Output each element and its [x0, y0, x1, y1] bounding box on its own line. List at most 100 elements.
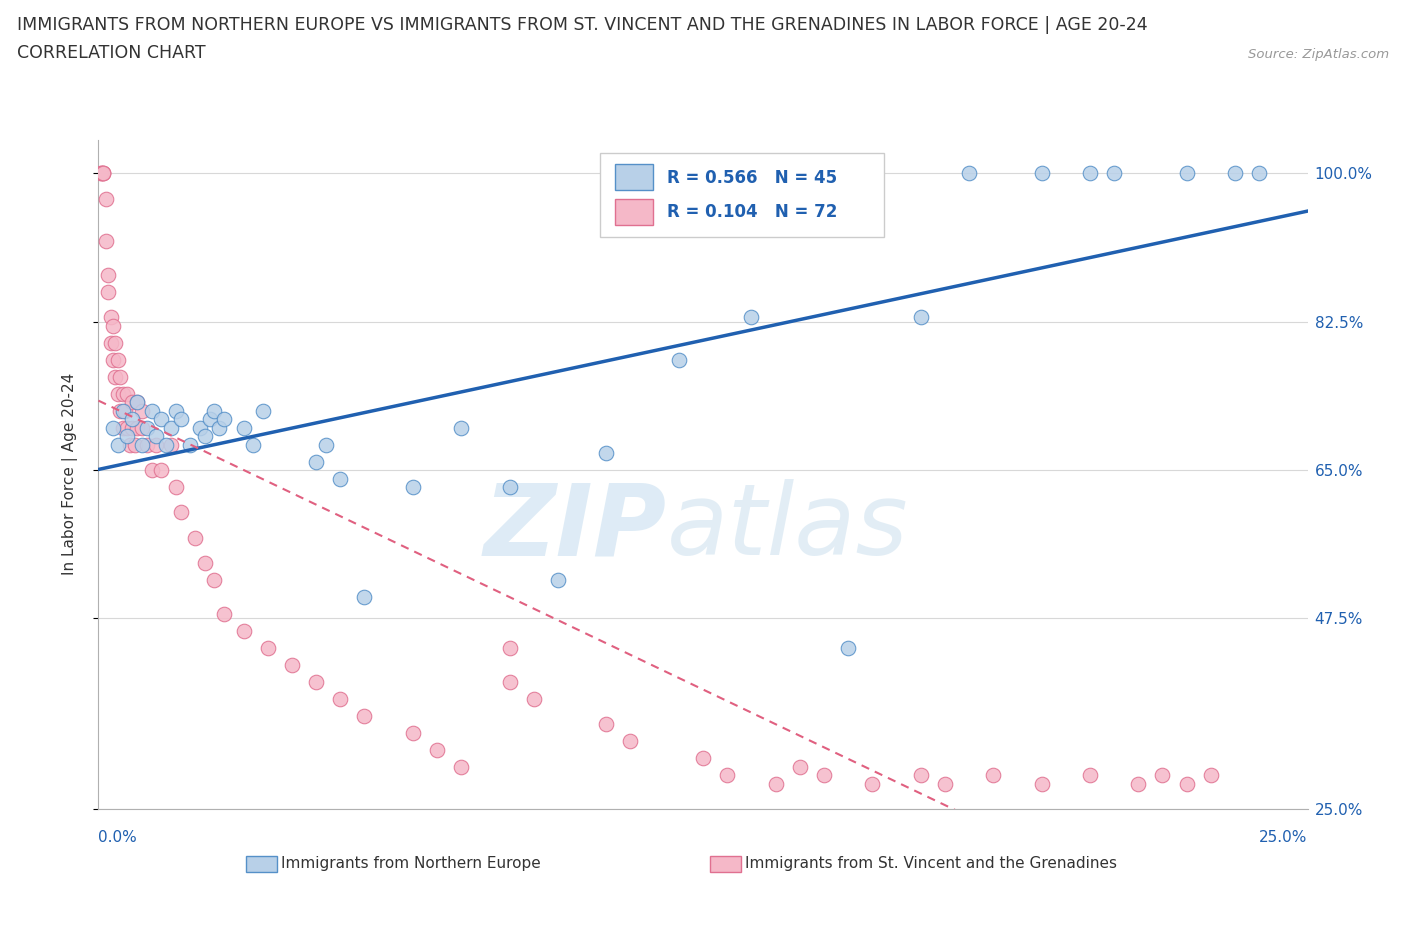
Point	[329, 692, 352, 707]
Point	[789, 759, 811, 774]
Point	[90, 166, 112, 180]
Point	[184, 530, 207, 545]
Point	[91, 166, 114, 180]
Point	[198, 412, 221, 427]
Text: R = 0.104   N = 72: R = 0.104 N = 72	[666, 204, 837, 221]
Point	[135, 420, 157, 435]
Point	[498, 641, 520, 656]
Point	[1249, 166, 1271, 180]
Point	[547, 573, 569, 588]
Point	[114, 404, 136, 418]
Point	[212, 412, 235, 427]
Point	[450, 420, 472, 435]
Point	[165, 480, 187, 495]
Point	[595, 717, 617, 732]
Text: 0.0%: 0.0%	[98, 830, 138, 844]
Point	[91, 166, 114, 180]
Point	[117, 386, 139, 401]
Point	[94, 233, 117, 248]
Text: ZIP: ZIP	[484, 479, 666, 577]
Point	[100, 310, 122, 325]
Point	[117, 420, 139, 435]
Point	[1223, 166, 1246, 180]
Point	[194, 556, 217, 571]
Point	[188, 420, 211, 435]
Text: 25.0%: 25.0%	[1260, 830, 1308, 844]
Text: CORRELATION CHART: CORRELATION CHART	[17, 44, 205, 61]
Point	[450, 759, 472, 774]
Point	[353, 590, 375, 604]
Point	[402, 725, 425, 740]
Point	[90, 166, 112, 180]
Point	[765, 777, 787, 791]
Point	[121, 412, 143, 427]
Y-axis label: In Labor Force | Age 20-24: In Labor Force | Age 20-24	[62, 373, 77, 576]
Point	[107, 437, 129, 452]
Point	[108, 404, 131, 418]
Point	[619, 734, 641, 749]
Point	[111, 404, 134, 418]
Point	[100, 336, 122, 351]
Point	[1031, 166, 1053, 180]
Point	[498, 480, 520, 495]
Point	[426, 742, 449, 757]
Point	[1078, 166, 1101, 180]
Point	[127, 420, 149, 435]
Point	[121, 395, 143, 410]
Point	[145, 437, 167, 452]
Point	[716, 768, 738, 783]
Point	[252, 404, 274, 418]
Point	[97, 268, 120, 283]
Point	[1199, 768, 1222, 783]
Point	[860, 777, 883, 791]
Point	[1152, 768, 1174, 783]
Point	[107, 386, 129, 401]
Point	[1175, 166, 1198, 180]
Point	[1031, 777, 1053, 791]
Point	[179, 437, 201, 452]
Point	[94, 192, 117, 206]
Point	[1102, 166, 1125, 180]
Text: Immigrants from St. Vincent and the Grenadines: Immigrants from St. Vincent and the Gren…	[745, 857, 1118, 871]
Point	[498, 674, 520, 689]
Point	[232, 624, 254, 639]
Point	[204, 573, 226, 588]
Point	[160, 420, 183, 435]
Point	[837, 641, 859, 656]
Point	[232, 420, 254, 435]
Point	[212, 606, 235, 621]
Text: Source: ZipAtlas.com: Source: ZipAtlas.com	[1249, 47, 1389, 60]
Point	[121, 420, 143, 435]
Point	[101, 352, 124, 367]
Point	[150, 462, 173, 477]
Point	[131, 404, 153, 418]
Point	[104, 336, 127, 351]
Point	[108, 369, 131, 384]
Point	[934, 777, 956, 791]
Point	[668, 352, 690, 367]
Point	[117, 429, 139, 444]
Point	[127, 395, 149, 410]
Point	[305, 674, 328, 689]
Point	[523, 692, 546, 707]
Point	[910, 768, 932, 783]
Point	[315, 437, 337, 452]
Point	[242, 437, 264, 452]
Point	[169, 412, 191, 427]
Point	[981, 768, 1004, 783]
Point	[595, 445, 617, 460]
Point	[135, 437, 157, 452]
Point	[150, 412, 173, 427]
Point	[353, 709, 375, 724]
Point	[169, 505, 191, 520]
Text: Immigrants from Northern Europe: Immigrants from Northern Europe	[281, 857, 541, 871]
Point	[160, 437, 183, 452]
Point	[131, 437, 153, 452]
Point	[1128, 777, 1150, 791]
Point	[813, 768, 835, 783]
Text: IMMIGRANTS FROM NORTHERN EUROPE VS IMMIGRANTS FROM ST. VINCENT AND THE GRENADINE: IMMIGRANTS FROM NORTHERN EUROPE VS IMMIG…	[17, 16, 1147, 33]
Point	[692, 751, 714, 765]
Text: atlas: atlas	[666, 479, 908, 577]
Point	[118, 437, 141, 452]
Point	[107, 352, 129, 367]
